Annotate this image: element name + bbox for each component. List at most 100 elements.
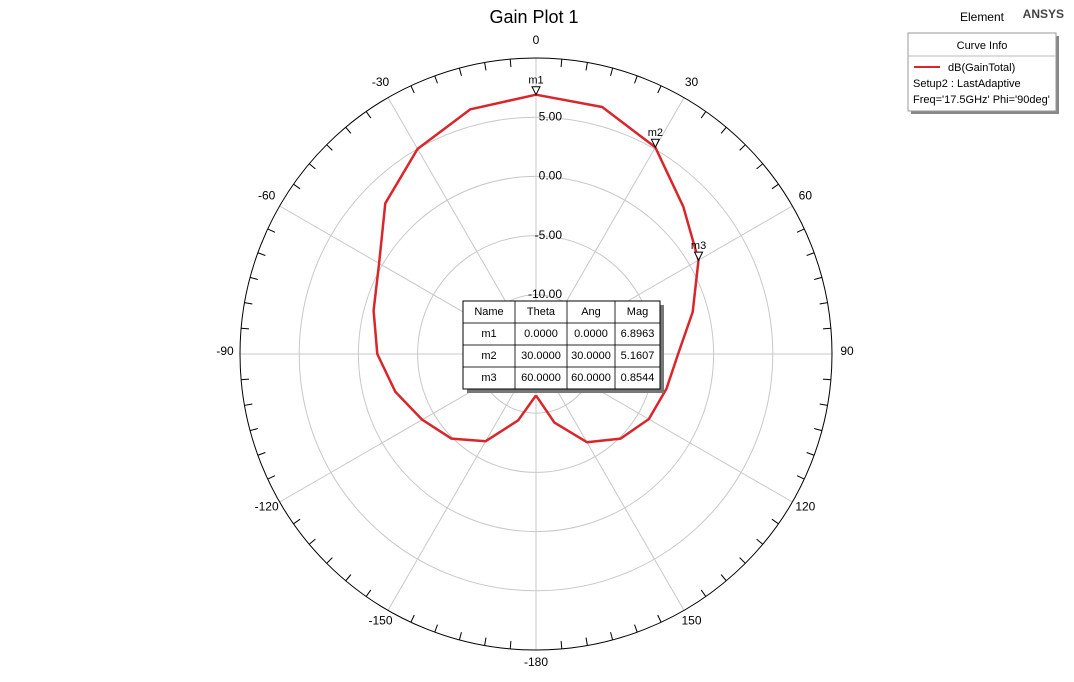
table-text: Name [474, 306, 503, 318]
minor-tick [458, 67, 462, 76]
marker-label: m3 [691, 240, 706, 252]
minor-tick [434, 75, 438, 84]
minor-tick [244, 403, 253, 406]
minor-tick [244, 302, 253, 305]
legend-box [907, 32, 1057, 112]
legend: Curve Info dB(GainTotal) Setup2 : LastAd… [907, 32, 1059, 114]
marker-table: Name Theta Ang Mag m1 0.0000 0.0000 6.8963 m2 30.… [462, 300, 664, 393]
minor-tick [241, 378, 250, 381]
r-tick-label: -10.00 [528, 287, 562, 301]
minor-tick [345, 126, 352, 134]
minor-tick [249, 428, 258, 432]
minor-tick [610, 67, 614, 76]
minor-tick [739, 144, 746, 151]
minor-tick [509, 640, 512, 649]
spoke [387, 353, 537, 611]
theta-tick-label: -150 [368, 614, 392, 628]
minor-tick [819, 302, 828, 305]
minor-tick [308, 163, 316, 170]
minor-tick [634, 624, 638, 633]
minor-tick [796, 475, 805, 480]
theta-tick-label: -120 [255, 500, 279, 514]
minor-tick [308, 538, 316, 545]
minor-tick [257, 452, 266, 456]
table-text: 30.0000 [571, 350, 611, 362]
outer-ring [239, 57, 833, 651]
minor-tick [410, 614, 415, 623]
minor-tick [720, 574, 727, 582]
minor-tick [410, 85, 415, 94]
minor-tick [739, 557, 746, 564]
minor-tick [771, 183, 779, 190]
minor-tick [657, 614, 662, 623]
minor-tick [819, 403, 828, 406]
legend-title: Curve Info [957, 40, 1008, 52]
minor-tick [585, 62, 588, 71]
grid [240, 58, 832, 650]
table-text: m2 [481, 350, 496, 362]
theta-tick-label: 0 [533, 33, 540, 47]
minor-tick [249, 276, 258, 280]
table-text: 60.0000 [521, 372, 561, 384]
table-text: 6.8963 [621, 328, 655, 340]
minor-tick [560, 59, 563, 68]
minor-tick [345, 574, 352, 582]
minor-tick [365, 111, 372, 119]
table-text: 5.1607 [621, 350, 655, 362]
spoke [535, 353, 685, 611]
theta-tick-label: 60 [799, 189, 813, 203]
minor-tick [814, 276, 823, 280]
minor-tick [634, 75, 638, 84]
chart-title: Gain Plot 1 [489, 7, 578, 27]
table-text: m1 [481, 328, 496, 340]
minor-tick [326, 557, 333, 564]
theta-tick-label: 120 [795, 500, 815, 514]
r-tick-label: 0.00 [539, 169, 563, 183]
minor-tick [293, 183, 301, 190]
minor-tick [326, 144, 333, 151]
table-text: 60.0000 [571, 372, 611, 384]
r-tick-label: -5.00 [535, 228, 563, 242]
minor-tick [560, 640, 563, 649]
table-text: m3 [481, 372, 496, 384]
marker [531, 86, 541, 96]
theta-tick-label: -30 [372, 75, 390, 89]
minor-tick [484, 62, 487, 71]
table-text: Mag [627, 306, 648, 318]
minor-tick [720, 126, 727, 134]
minor-tick [700, 589, 707, 597]
table-text: Theta [527, 306, 556, 318]
minor-tick [814, 428, 823, 432]
theta-tick-label: -180 [524, 655, 548, 669]
theta-tick-label: 90 [840, 344, 854, 358]
theta-tick-label: -60 [258, 189, 276, 203]
minor-tick [484, 637, 487, 646]
table-text: 0.8544 [621, 372, 655, 384]
minor-tick [293, 518, 301, 525]
table-text: 0.0000 [574, 328, 608, 340]
minor-tick [806, 252, 815, 256]
r-tick-label: 5.00 [539, 109, 563, 123]
minor-tick [756, 163, 764, 170]
table-text: 30.0000 [521, 350, 561, 362]
minor-tick [458, 632, 462, 641]
minor-tick [585, 637, 588, 646]
table-text: 0.0000 [524, 328, 558, 340]
minor-tick [241, 327, 250, 330]
header-element: Element [960, 10, 1005, 24]
marker [693, 251, 704, 262]
minor-tick [756, 538, 764, 545]
legend-line: Freq='17.5GHz' Phi='90deg' [913, 94, 1050, 106]
minor-tick [434, 624, 438, 633]
marker-label: m2 [648, 127, 663, 139]
theta-tick-label: -90 [216, 344, 234, 358]
marker-label: m1 [528, 75, 543, 87]
header-brand: ANSYS [1023, 7, 1064, 21]
minor-tick [806, 452, 815, 456]
minor-tick [796, 228, 805, 233]
legend-line: Setup2 : LastAdaptive [913, 78, 1021, 90]
minor-tick [610, 632, 614, 641]
marker [650, 138, 661, 149]
minor-tick [822, 378, 831, 381]
